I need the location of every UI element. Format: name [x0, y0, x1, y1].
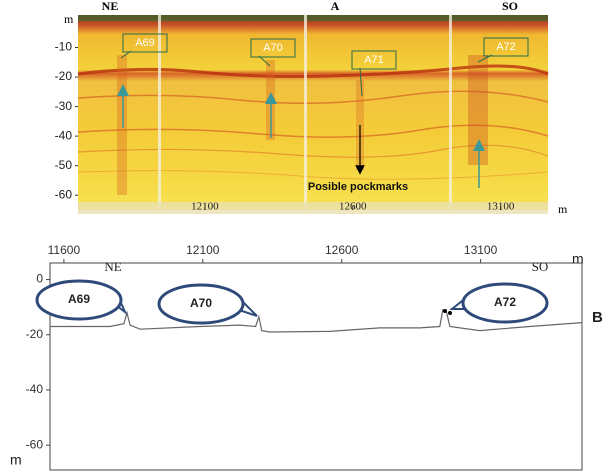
callout-oval	[35, 279, 123, 321]
x-tick-label: 13100	[464, 243, 498, 257]
callout-label: A71	[364, 54, 384, 66]
y-tick-label: -40	[55, 128, 73, 142]
callout-oval	[461, 282, 549, 324]
y-tick-label: -10	[55, 40, 73, 54]
callout-line	[258, 55, 271, 67]
x-tick-label: 12100	[186, 243, 220, 257]
callout-label: A70	[263, 42, 283, 54]
x-tick-label: 12600	[339, 201, 367, 213]
x-unit: m	[558, 202, 568, 216]
y-unit: m	[10, 452, 22, 468]
profile-line	[50, 308, 583, 333]
x-tick-label: 13100	[487, 201, 515, 213]
callout-box	[351, 50, 397, 70]
section-label: SO	[502, 0, 518, 13]
y-tick-label: -60	[26, 437, 44, 451]
y-tick-label: -50	[55, 158, 73, 172]
callout-label: A69	[68, 292, 90, 306]
section-label: SO	[532, 259, 549, 274]
marker-dot	[448, 311, 452, 315]
y-tick-label: 0	[36, 272, 43, 286]
plot-frame	[49, 262, 583, 471]
y-tick-label: -40	[26, 382, 44, 396]
callout-box	[483, 37, 529, 57]
y-tick-label: -20	[55, 69, 73, 83]
marker-dot	[443, 309, 447, 313]
callout-label: A70	[190, 296, 212, 310]
section-label: A	[331, 0, 340, 13]
x-tick-label: 12100	[191, 201, 219, 213]
callout-oval	[157, 283, 245, 325]
callout-line	[359, 67, 363, 97]
x-unit: m	[572, 251, 584, 267]
x-tick-label: 11600	[48, 243, 81, 257]
callout-label: A69	[135, 37, 155, 49]
y-tick-label: -60	[55, 187, 73, 201]
annotation: Posible pockmarks	[308, 181, 408, 193]
y-unit: m	[64, 12, 74, 26]
callout-box	[122, 33, 168, 53]
y-tick-label: -20	[26, 327, 44, 341]
x-tick-label: 12600	[325, 243, 359, 257]
y-tick-label: -30	[55, 99, 73, 113]
callout-label: A72	[494, 295, 516, 309]
callout-label: A72	[496, 41, 516, 53]
seismic-image	[77, 15, 549, 214]
section-label: NE	[104, 259, 121, 274]
callout-box	[250, 38, 296, 58]
section-label: NE	[102, 0, 119, 13]
panel-label: B	[592, 309, 603, 326]
